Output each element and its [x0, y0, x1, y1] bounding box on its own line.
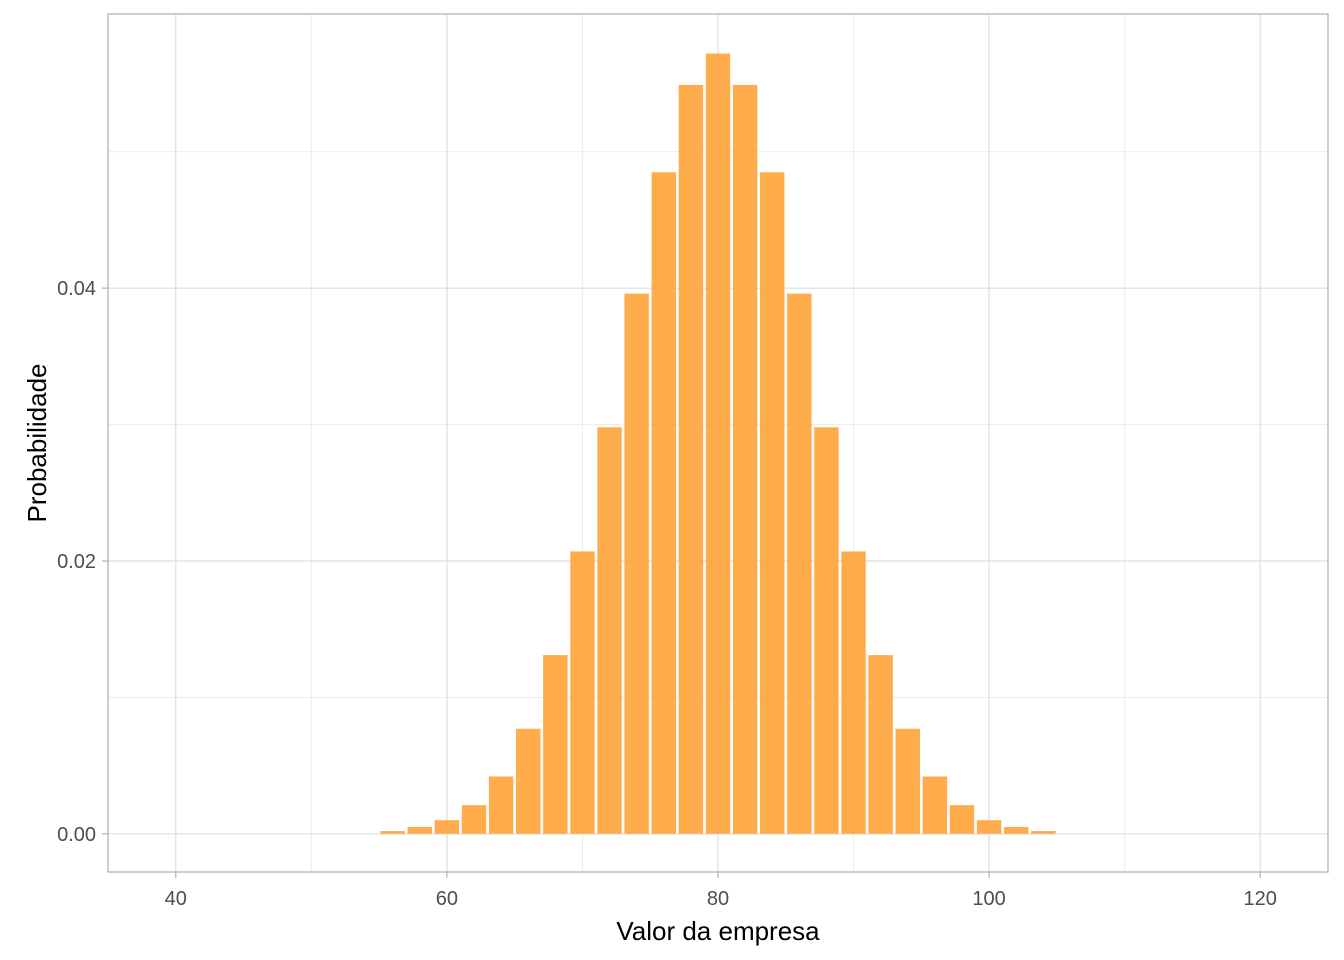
y-axis-ticks: 0.00 0.02 0.04 — [57, 278, 108, 846]
x-axis-title: Valor da empresa — [616, 916, 820, 946]
bar — [624, 293, 649, 834]
x-axis-ticks: 40 60 80 100 120 — [165, 872, 1277, 910]
x-tick-label: 60 — [436, 888, 458, 910]
x-tick-label: 100 — [972, 888, 1005, 910]
y-tick-label: 0.04 — [57, 278, 96, 300]
bar — [976, 820, 1002, 834]
bar — [922, 776, 948, 834]
bar — [461, 805, 487, 834]
bar — [732, 84, 758, 834]
bar — [597, 427, 622, 834]
bar — [705, 53, 731, 834]
bar — [760, 172, 785, 834]
bars — [380, 53, 1056, 834]
bar — [380, 831, 405, 834]
bar — [407, 826, 432, 834]
bar — [570, 551, 595, 834]
bar — [814, 427, 839, 834]
bar — [841, 551, 866, 834]
y-tick-label: 0.02 — [57, 551, 96, 573]
bar — [895, 728, 920, 834]
bar — [868, 655, 893, 834]
bar — [543, 655, 568, 834]
x-tick-label: 80 — [707, 888, 729, 910]
bar — [1031, 831, 1056, 834]
bar — [651, 172, 676, 834]
x-tick-label: 40 — [165, 888, 187, 910]
y-axis-title: Probabilidade — [22, 363, 52, 522]
bar — [488, 776, 514, 834]
bar — [1004, 826, 1029, 834]
bar — [678, 84, 704, 834]
bar — [516, 728, 541, 834]
x-tick-label: 120 — [1244, 888, 1277, 910]
y-tick-label: 0.00 — [57, 824, 96, 846]
bar — [949, 805, 975, 834]
bar — [787, 293, 812, 834]
bar — [434, 820, 460, 834]
